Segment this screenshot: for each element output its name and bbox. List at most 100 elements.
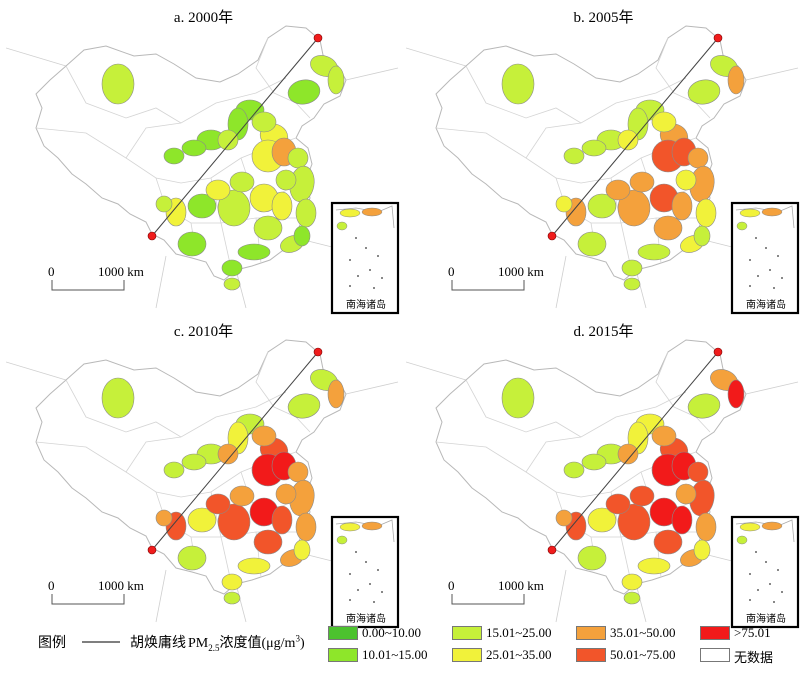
prefecture-region [101,63,135,105]
province-boundary [465,379,582,438]
hu-line-endpoint-tengchong [547,545,557,555]
prefecture-region [253,215,283,241]
map-canvas: 0 1000 km 南海诸岛 [6,339,400,629]
prefecture-region [651,111,677,133]
inset-label: 南海诸岛 [346,298,386,311]
province-boundary [65,65,182,124]
panel-title: b. 2005年 [573,10,634,26]
prefecture-region [251,425,277,447]
hu-huanyong-line [151,351,319,551]
prefecture-region [287,79,321,105]
prefecture-region [155,195,173,213]
south-china-sea-inset: 南海诸岛 [730,515,800,629]
legend-swatch [452,626,482,640]
hainan-island [623,277,641,291]
scale-zero-label: 0 [448,264,455,279]
pm-label: PM2.5浓度值(μg/m3) [188,633,305,653]
prefecture-region [217,443,239,465]
inset-label: 南海诸岛 [346,612,386,625]
province-boundary [655,37,697,104]
prefecture-region [687,147,709,169]
hu-huanyong-line [551,37,719,237]
prefecture-region [275,483,297,505]
prefecture-region [695,198,717,228]
prefecture-region [577,545,607,571]
prefecture-region [651,425,677,447]
prefecture-region [501,63,535,105]
inset-label: 南海诸岛 [746,612,786,625]
map-canvas: 0 1000 km 南海诸岛 [406,25,800,315]
prefecture-region [501,377,535,419]
hu-line-label: 胡焕庸线 [130,636,186,651]
legend-swatch [700,626,730,640]
prefecture-region [275,169,297,191]
prefecture-region [675,483,697,505]
prefecture-region [205,493,231,515]
prefecture-region [693,225,711,247]
prefecture-region [221,259,243,277]
prefecture-region [287,461,309,483]
prefecture-region [617,443,639,465]
prefecture-region [287,147,309,169]
prefecture-region [293,539,311,561]
map-panel-b: 0 1000 km 南海诸岛 b. 2005年 [406,8,801,318]
prefecture-region [727,379,745,409]
prefecture-region [671,191,693,221]
hu-line-endpoint-tengchong [147,231,157,241]
scale-zero-label: 0 [448,578,455,593]
prefecture-region [687,393,721,419]
prefecture-region [587,193,617,219]
scale-bar: 0 1000 km [48,264,144,291]
province-boundary [295,102,311,119]
prefecture-region [605,179,631,201]
scale-distance-label: 1000 km [498,578,544,593]
prefecture-region [287,393,321,419]
prefecture-region [577,231,607,257]
province-boundary [525,391,687,473]
legend-swatch [328,648,358,662]
prefecture-region [181,453,207,471]
prefecture-region [205,179,231,201]
hu-huanyong-line [551,351,719,551]
legend-title: 图例 [38,636,66,651]
legend-swatch-label: 10.01~15.00 [362,647,428,662]
scale-distance-label: 1000 km [98,578,144,593]
prefecture-region [101,377,135,419]
hu-line-legend-icon [82,641,120,643]
prefecture-region [271,191,293,221]
prefecture-region [563,147,585,165]
prefecture-region [675,169,697,191]
scale-bar: 0 1000 km [448,578,544,605]
hu-line-endpoint-tengchong [147,545,157,555]
legend-swatch [452,648,482,662]
prefecture-region [629,485,655,507]
scale-bar: 0 1000 km [448,264,544,291]
legend-swatch [576,626,606,640]
prefecture-region [653,215,683,241]
prefecture-region [687,461,709,483]
legend-swatch-label: >75.01 [734,625,771,640]
prefecture-region [295,198,317,228]
prefecture-region [221,573,243,591]
prefecture-region [181,139,207,157]
prefecture-region [217,503,251,541]
map-panel-d: 0 1000 km 南海诸岛 d. 2015年 [406,322,801,632]
prefecture-region [637,243,671,261]
hainan-island [223,591,241,605]
south-china-sea-inset: 南海诸岛 [330,201,400,315]
hu-line-endpoint-heihe [313,33,323,43]
prefecture-region [581,139,607,157]
prefecture-region [327,379,345,409]
map-canvas: 0 1000 km 南海诸岛 [406,339,800,629]
inset-label: 南海诸岛 [746,298,786,311]
panel-title: c. 2010年 [173,324,234,340]
prefecture-region [271,505,293,535]
prefecture-region [187,507,217,533]
province-boundary [295,416,311,433]
south-china-sea-inset: 南海诸岛 [730,201,800,315]
panel-title: a. 2000年 [173,10,234,26]
hu-line-endpoint-heihe [313,347,323,357]
legend-swatch-label: 无数据 [734,650,774,665]
province-boundary [655,351,697,418]
prefecture-region [295,512,317,542]
